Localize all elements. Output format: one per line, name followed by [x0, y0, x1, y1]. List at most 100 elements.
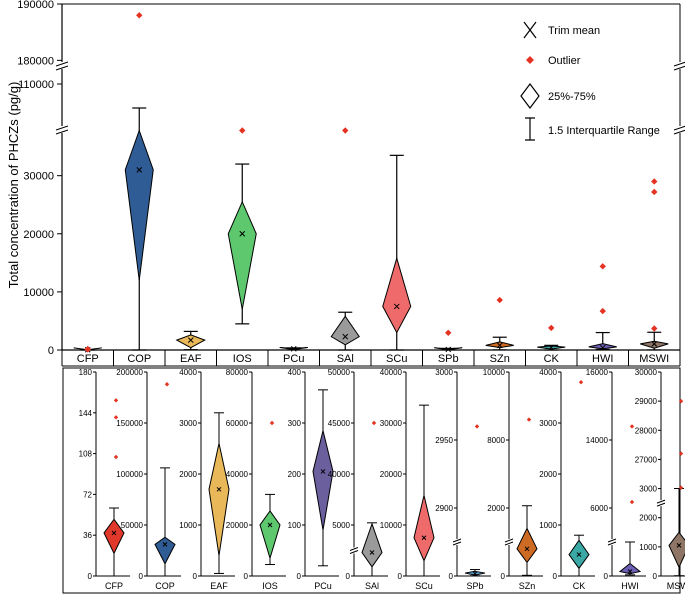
axis-break-gap: [55, 126, 69, 133]
y-tick-label: 20000: [23, 229, 54, 241]
trim-mean-mark: [136, 167, 143, 173]
y-tick-label: 190000: [17, 0, 54, 11]
axis-break-mark: [55, 125, 69, 131]
outlier-point: [599, 307, 606, 315]
panel-category-label: SZn: [519, 581, 536, 591]
violin-body: [588, 343, 617, 350]
panel-category-label: CK: [573, 581, 586, 591]
panel-y-tick-label: 40000: [226, 470, 249, 479]
panel-y-tick-label: 50000: [328, 368, 351, 377]
axis-break-mark: [673, 125, 685, 131]
panel-category-label: PCu: [314, 581, 332, 591]
violin-body: [227, 200, 257, 310]
panel-trim-mean-mark: [162, 542, 168, 547]
panel-outlier-point: [678, 398, 684, 404]
panel-axis-break-mark: [452, 538, 462, 543]
violin-body: [208, 443, 230, 556]
panel-y-tick-label: 14000: [586, 436, 609, 445]
violin-body: [175, 334, 206, 349]
panel-axis-break-gap: [657, 500, 665, 507]
category-label: CFP: [77, 353, 99, 365]
category-label: SZn: [490, 353, 510, 365]
category-label: SPb: [438, 353, 459, 365]
panel-y-tick-label: 30000: [380, 419, 403, 428]
outlier-point: [496, 296, 503, 304]
panel-y-tick-label: 150000: [116, 419, 143, 428]
category-label: IOS: [233, 353, 252, 365]
panel-outlier-point: [629, 499, 635, 505]
outlier-point: [651, 325, 658, 332]
panel-category-label: CFP: [105, 581, 123, 591]
panel-outlier-point: [526, 417, 532, 422]
panel-trim-mean-mark: [421, 535, 427, 541]
panel-axis-break-mark: [452, 541, 462, 546]
panel-y-tick-label: 100000: [116, 470, 143, 479]
panel-y-tick-label: 0: [244, 572, 249, 581]
panel-y-tick-label: 60000: [226, 419, 249, 428]
panel-outlier-point: [629, 424, 635, 429]
violin-body: [640, 340, 669, 349]
panel-y-tick-label: 0: [398, 572, 403, 581]
sub-panels: 03672108144180CFP05000010000015000020000…: [62, 367, 685, 594]
panel-y-tick-label: 5000: [332, 521, 350, 530]
panel-trim-mean-mark: [216, 486, 222, 492]
panel-y-tick-label: 50000: [121, 521, 144, 530]
trim-mean-mark: [599, 344, 606, 351]
category-label: SCu: [386, 353, 407, 365]
panel-trim-mean-mark: [472, 571, 478, 577]
panel-y-tick-label: 6000: [590, 504, 608, 513]
panel-y-tick-label: 8000: [487, 436, 505, 445]
panel-y-tick-label: 1000: [639, 543, 657, 552]
panel-outlier-point: [578, 380, 584, 385]
violin-body: [330, 315, 360, 346]
panel-outlier-point: [113, 415, 119, 420]
violin-body: [516, 527, 538, 564]
legend-label: Trim mean: [548, 25, 600, 37]
panel-outlier-point: [678, 451, 684, 456]
panel-y-tick-label: 2000: [539, 470, 557, 479]
panel-axis-break-mark: [656, 499, 666, 504]
panel-axis-break-mark: [504, 541, 514, 546]
trim-mean-mark: [445, 346, 452, 353]
panel-y-tick-label: 180: [79, 368, 93, 377]
panel-y-tick-label: 200: [288, 470, 302, 479]
violin-body: [413, 495, 435, 562]
panel-y-tick-label: 2900: [435, 504, 453, 513]
axis-break-mark: [673, 61, 685, 67]
panel-y-tick-label: 200000: [116, 368, 143, 377]
panel-y-tick-label: 1000: [539, 521, 557, 530]
panel-y-tick-label: 20000: [226, 521, 249, 530]
violin-body: [361, 522, 383, 568]
violin-body: [668, 531, 685, 569]
panel-axis-break-mark: [349, 550, 359, 554]
outlier-point: [548, 324, 555, 332]
axis-break-mark: [673, 129, 685, 135]
panel-trim-mean-mark: [524, 546, 530, 552]
panel-axis-break-gap: [350, 547, 358, 554]
panel-axis-break-mark: [607, 538, 617, 543]
panel-category-label: HWI: [621, 581, 639, 591]
panel-y-tick-label: 29000: [635, 397, 658, 406]
violin-body: [312, 430, 334, 531]
panel-outlier-point: [113, 398, 119, 403]
legend-label: 1.5 Interquartile Range: [548, 125, 660, 137]
panel-y-tick-label: 45000: [328, 419, 351, 428]
outlier-point: [84, 345, 91, 353]
trim-mean-mark: [342, 333, 349, 340]
y-axis-label: Total concentration of PHCZs (pg/g): [6, 82, 21, 289]
legend-symbol-outlier: [526, 56, 534, 64]
outlier-point: [651, 178, 658, 185]
panel-y-tick-label: 0: [88, 572, 93, 581]
panel-y-tick-label: 100: [288, 521, 302, 530]
panel-y-tick-label: 0: [501, 572, 506, 581]
panel-category-label: SCu: [415, 581, 433, 591]
panel-y-tick-label: 4000: [179, 368, 197, 377]
panel-y-tick-label: 16000: [586, 368, 609, 377]
panel-axis-break-mark: [349, 547, 359, 551]
panel-axis-break-gap: [453, 539, 461, 545]
panel-y-tick-label: 0: [297, 572, 302, 581]
violin-body: [154, 536, 176, 565]
trim-mean-mark: [239, 230, 246, 237]
violin-body: [124, 129, 154, 281]
panel-y-tick-label: 4000: [539, 368, 557, 377]
